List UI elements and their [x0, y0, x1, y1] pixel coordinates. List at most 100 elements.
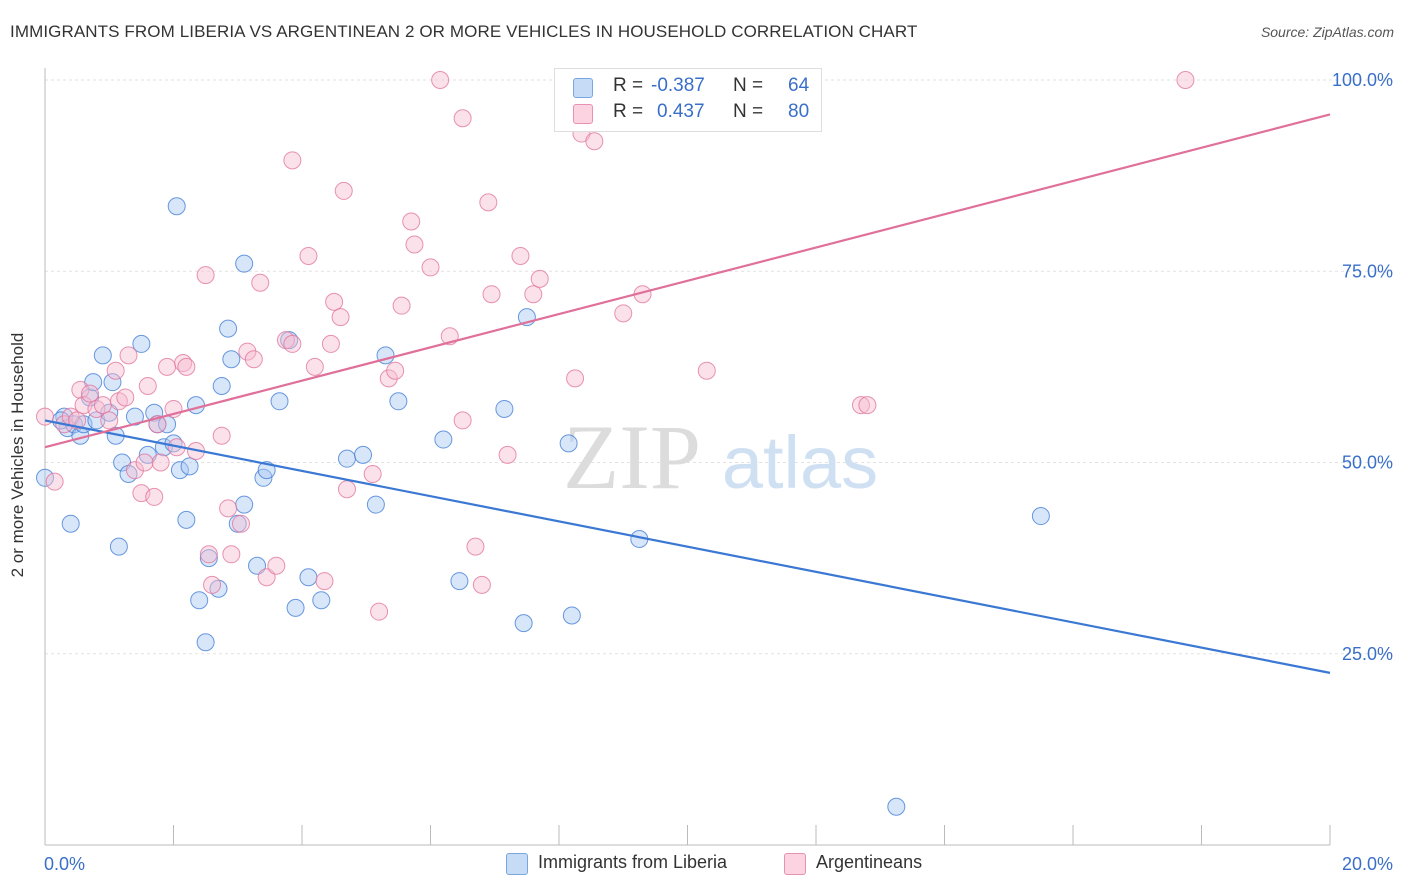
argentineans-swatch: [573, 104, 593, 124]
argentineans-point: [321, 334, 340, 353]
argentineans-point: [405, 235, 424, 254]
liberia-point: [125, 407, 144, 426]
argentineans-point: [466, 537, 485, 556]
y-tick-label: 25.0%: [1342, 644, 1393, 664]
liberia-point: [186, 396, 205, 415]
stats-legend: R = -0.387 N = 64 R = 0.437 N = 80: [554, 68, 822, 132]
argentineans-point: [331, 308, 350, 327]
argentineans-point: [453, 411, 472, 430]
y-tick-label: 100.0%: [1332, 70, 1393, 90]
liberia-point: [337, 449, 356, 468]
liberia-point: [177, 510, 196, 529]
argentineans-point: [145, 487, 164, 506]
argentineans-point: [158, 357, 177, 376]
argentineans-point: [212, 426, 231, 445]
liberia-point: [1031, 507, 1050, 526]
argentineans-point: [566, 369, 585, 388]
argentineans-point: [614, 304, 633, 323]
argentineans-point: [283, 151, 302, 170]
liberia-point: [235, 254, 254, 273]
argentineans-point: [116, 388, 135, 407]
argentineans-point: [135, 453, 154, 472]
liberia-point: [299, 568, 318, 587]
liberia-point: [562, 606, 581, 625]
x-tick-label: 0.0%: [44, 854, 85, 874]
liberia-point: [354, 445, 373, 464]
axes: [44, 68, 1331, 846]
liberia-point: [132, 334, 151, 353]
liberia-point: [180, 457, 199, 476]
argentineans-point: [421, 258, 440, 277]
legend-swatch-argentineans: [784, 853, 806, 875]
liberia-point: [514, 614, 533, 633]
argentineans-point: [585, 132, 604, 151]
liberia-point: [495, 399, 514, 418]
argentineans-point: [697, 361, 716, 380]
argentineans-point: [151, 453, 170, 472]
watermark-atlas: atlas: [722, 421, 878, 504]
r-value: 0.437: [657, 101, 705, 122]
legend-label-liberia: Immigrants from Liberia: [538, 852, 728, 872]
liberia-point: [196, 633, 215, 652]
liberia-point: [61, 514, 80, 533]
argentineans-point: [479, 193, 498, 212]
argentineans-point: [257, 568, 276, 587]
r-label: R =: [613, 101, 644, 122]
argentineans-point: [45, 472, 64, 491]
r-value: -0.387: [651, 75, 705, 96]
argentineans-point: [219, 499, 238, 518]
liberia-point: [235, 495, 254, 514]
argentineans-point: [334, 181, 353, 200]
argentineans-point: [363, 464, 382, 483]
argentineans-point: [80, 384, 99, 403]
argentineans-point: [379, 369, 398, 388]
tick-labels: 25.0% 50.0% 75.0% 100.0% 0.0% 20.0%: [44, 70, 1393, 874]
liberia-point: [212, 377, 231, 395]
n-label: N =: [733, 101, 764, 122]
liberia-point: [36, 468, 54, 487]
argentineans-point: [125, 461, 144, 480]
argentineans-point: [511, 246, 530, 265]
liberia-point: [312, 591, 331, 610]
legend-label-argentineans: Argentineans: [816, 852, 923, 872]
liberia-point: [559, 434, 578, 453]
argentineans-point: [267, 556, 286, 575]
argentineans-point: [482, 285, 501, 304]
argentineans-point: [315, 572, 334, 591]
grid-lines: [45, 79, 1392, 655]
source-label: Source: ZipAtlas.com: [1260, 24, 1394, 40]
argentineans-point: [138, 377, 157, 395]
argentineans-point: [203, 575, 222, 594]
n-label: N =: [733, 75, 764, 96]
argentineans-point: [177, 357, 196, 376]
watermark-zip: ZIP: [563, 406, 701, 508]
argentineans-point: [386, 361, 405, 380]
watermark: ZIP atlas: [563, 406, 878, 508]
y-tick-label: 75.0%: [1342, 261, 1393, 281]
argentineans-point: [222, 545, 241, 564]
argentineans-point: [106, 361, 125, 380]
liberia-trend-line: [44, 419, 1331, 674]
n-value: 80: [788, 101, 810, 122]
argentineans-point: [370, 602, 389, 621]
liberia-point: [219, 319, 238, 338]
liberia-point: [190, 591, 209, 610]
argentineans-point: [199, 545, 218, 564]
argentineans-point: [244, 350, 263, 369]
liberia-point: [450, 572, 469, 591]
argentineans-trend-line: [44, 113, 1331, 449]
trend-lines: [44, 113, 1331, 674]
argentineans-point: [851, 396, 870, 415]
liberia-point: [248, 556, 267, 575]
r-label: R =: [613, 75, 644, 96]
argentineans-point: [325, 292, 344, 311]
x-tick-label: 20.0%: [1342, 854, 1393, 874]
argentineans-point: [337, 480, 356, 499]
argentineans-point: [119, 346, 138, 365]
argentineans-point: [530, 269, 549, 288]
liberia-swatch: [573, 78, 593, 98]
argentineans-point: [392, 296, 411, 315]
argentineans-point: [524, 285, 543, 304]
argentineans-point: [858, 396, 877, 415]
